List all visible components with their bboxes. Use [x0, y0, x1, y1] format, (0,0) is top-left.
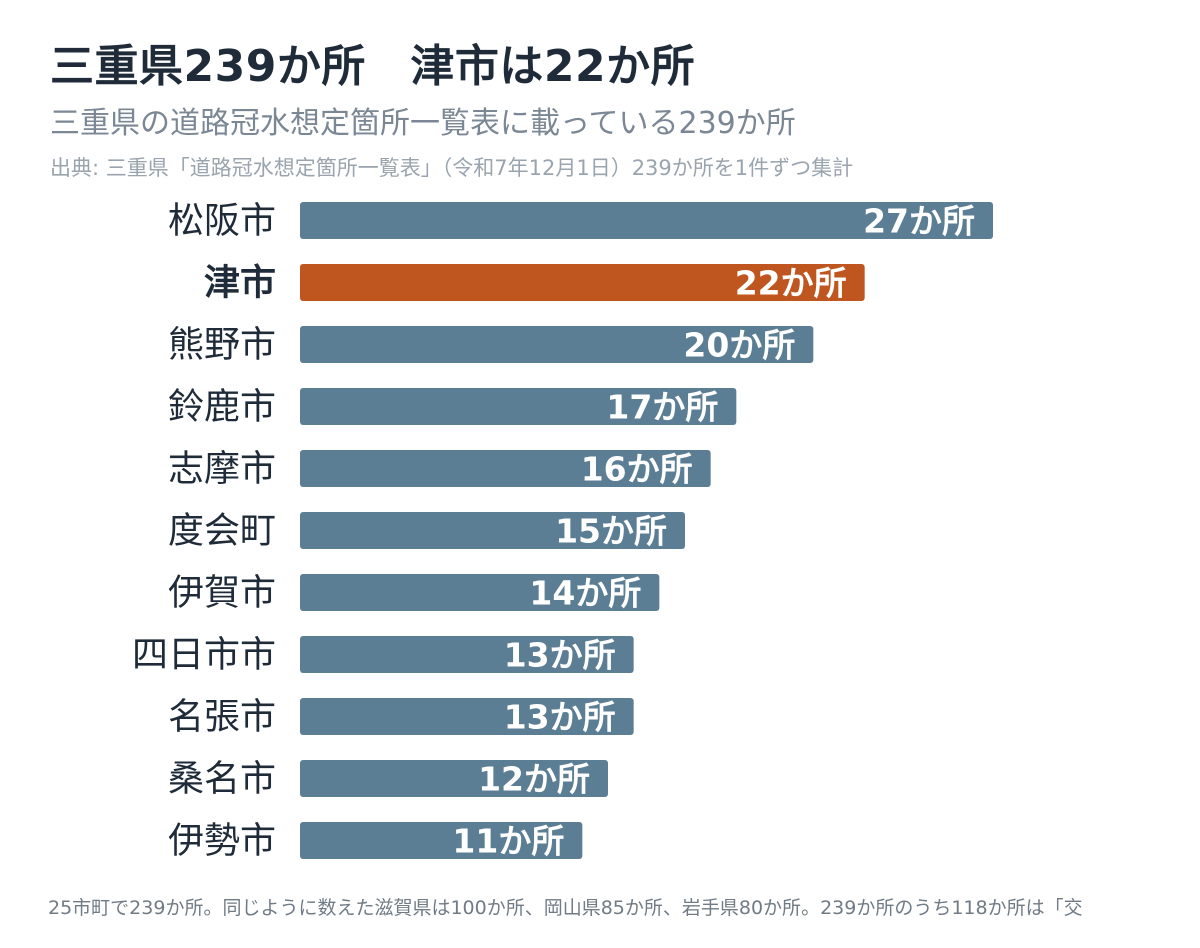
category-label: 松阪市 — [168, 201, 276, 242]
bar — [300, 264, 865, 301]
data-label: 14か所 — [529, 574, 641, 613]
source-note: 出典: 三重県「道路冠水想定箇所一覧表」（令和7年12月1日）239か所を1件ず… — [50, 156, 854, 180]
data-label: 20か所 — [683, 326, 795, 365]
bar — [300, 760, 608, 797]
bar — [300, 698, 634, 735]
chart-title: 三重県239か所 津市は22か所 — [50, 41, 696, 92]
chart-subtitle: 三重県の道路冠水想定箇所一覧表に載っている239か所 — [50, 106, 796, 141]
data-label: 16か所 — [581, 450, 693, 489]
bar — [300, 636, 634, 673]
data-label: 11か所 — [452, 822, 564, 861]
data-label: 27か所 — [863, 202, 975, 241]
category-label: 桑名市 — [168, 759, 276, 800]
bar — [300, 388, 737, 425]
category-label: 熊野市 — [168, 325, 276, 366]
data-label: 13か所 — [504, 698, 616, 737]
category-label: 伊賀市 — [168, 573, 276, 614]
category-label: 四日市市 — [132, 635, 276, 676]
data-label: 17か所 — [606, 388, 718, 427]
category-label: 伊勢市 — [168, 821, 276, 862]
data-label: 15か所 — [555, 512, 667, 551]
bar — [300, 450, 711, 487]
bar — [300, 202, 993, 239]
category-label: 志摩市 — [168, 449, 276, 490]
category-label: 名張市 — [168, 697, 276, 738]
bar — [300, 574, 660, 611]
data-label: 12か所 — [478, 760, 590, 799]
category-label: 鈴鹿市 — [168, 387, 276, 428]
bar — [300, 326, 814, 363]
data-label: 13か所 — [504, 636, 616, 675]
bar — [300, 512, 685, 549]
footer-note: 25市町で239か所。同じように数えた滋賀県は100か所、岡山県85か所、岩手県… — [48, 897, 1083, 919]
data-label: 22か所 — [735, 264, 847, 303]
bar — [300, 822, 583, 859]
category-label: 津市 — [204, 263, 276, 304]
category-label: 度会町 — [168, 511, 276, 552]
